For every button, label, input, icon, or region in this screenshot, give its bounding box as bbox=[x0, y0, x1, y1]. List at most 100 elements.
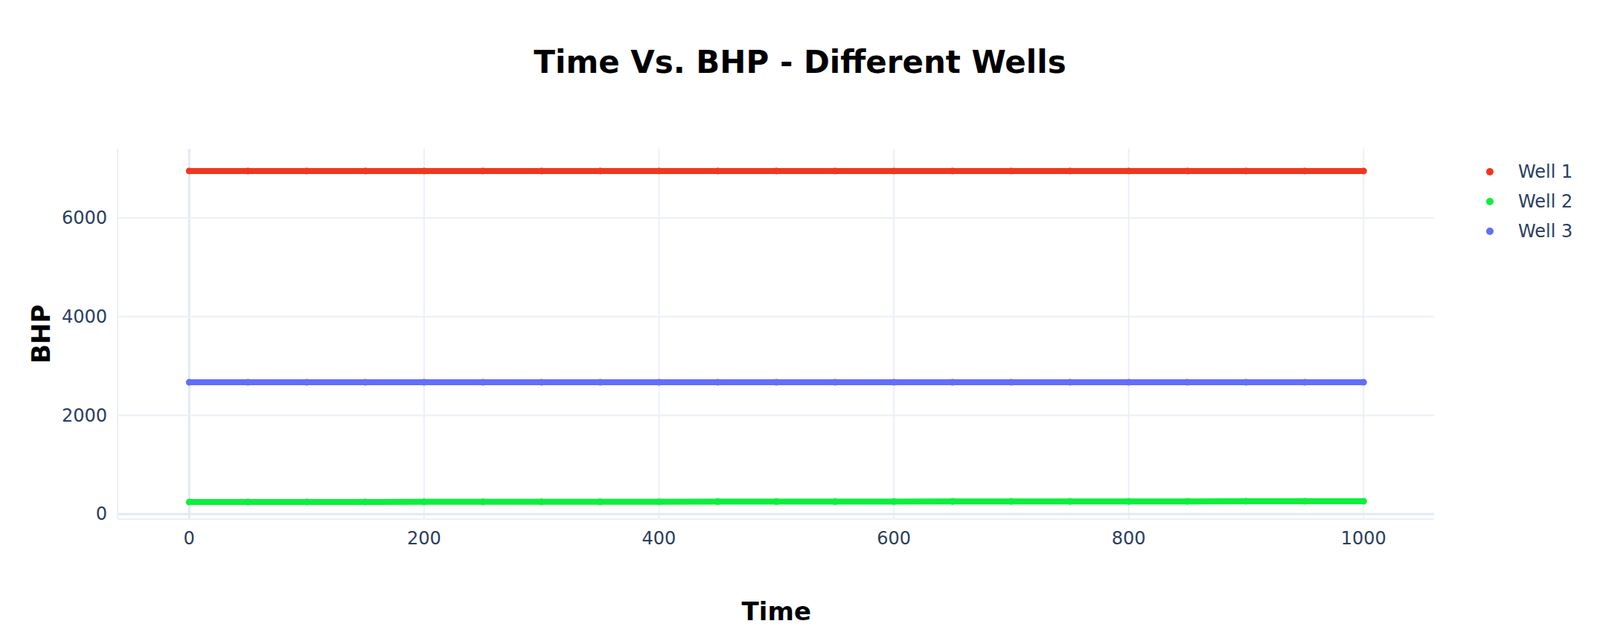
series-point bbox=[1242, 167, 1250, 175]
series-point bbox=[479, 498, 486, 506]
series-point bbox=[361, 498, 369, 506]
series-point bbox=[655, 498, 663, 506]
series-point bbox=[1242, 379, 1250, 387]
series-point bbox=[714, 498, 722, 506]
x-tick-label: 400 bbox=[642, 528, 677, 550]
series-point bbox=[244, 167, 252, 175]
series-point bbox=[832, 379, 839, 387]
grid bbox=[117, 148, 1435, 520]
series-point bbox=[1066, 498, 1074, 506]
series-point bbox=[832, 498, 839, 506]
series-point bbox=[538, 167, 545, 175]
x-axis-label: Time bbox=[741, 596, 812, 627]
series-point bbox=[1360, 167, 1368, 175]
series-point bbox=[948, 167, 956, 175]
series-point bbox=[596, 498, 604, 506]
series-point bbox=[655, 379, 663, 387]
series-point bbox=[890, 167, 898, 175]
x-tick-label: 0 bbox=[183, 528, 195, 550]
series-line bbox=[189, 379, 1364, 386]
series-point bbox=[186, 499, 193, 507]
series-point bbox=[420, 167, 428, 175]
y-tick-label: 4000 bbox=[61, 306, 108, 328]
legend-label: Well 3 bbox=[1518, 221, 1573, 242]
series-point bbox=[1007, 167, 1015, 175]
series-point bbox=[596, 167, 604, 175]
series-point bbox=[303, 379, 311, 387]
series-point bbox=[186, 167, 193, 175]
background bbox=[0, 0, 1600, 644]
series-point bbox=[479, 167, 486, 175]
series-point bbox=[538, 498, 545, 506]
series-point bbox=[596, 379, 604, 387]
chart-svg: 0 200 400 600 800 1000 0 2000 4000 6000 Time Vs. B… bbox=[0, 0, 1600, 644]
y-grid-line bbox=[117, 415, 1435, 417]
x-grid-line bbox=[1128, 148, 1130, 520]
series-point bbox=[773, 379, 780, 387]
x-axis-line bbox=[117, 518, 1435, 521]
series-point bbox=[773, 167, 780, 175]
series-point bbox=[1184, 167, 1191, 175]
legend-marker bbox=[1486, 227, 1494, 236]
series-point bbox=[1007, 379, 1015, 387]
series-point bbox=[303, 498, 311, 506]
y-grid-line bbox=[117, 217, 1435, 219]
series-point bbox=[1301, 498, 1309, 506]
series-point bbox=[244, 379, 252, 387]
series-point bbox=[1360, 497, 1368, 505]
series-point bbox=[832, 167, 839, 175]
series-point bbox=[948, 498, 956, 506]
series-point bbox=[1301, 167, 1309, 175]
series-point bbox=[361, 379, 369, 387]
data-group bbox=[186, 167, 1368, 506]
legend-label: Well 1 bbox=[1518, 161, 1573, 183]
legend: Well 1 Well 2 Well 3 bbox=[1486, 161, 1573, 242]
y-tick-label: 6000 bbox=[61, 207, 108, 229]
legend-marker bbox=[1486, 197, 1494, 206]
series-point bbox=[655, 167, 663, 175]
y-axis-line bbox=[116, 148, 119, 520]
y-tick-label: 0 bbox=[96, 503, 108, 525]
y-grid-line bbox=[117, 513, 1435, 516]
series-point bbox=[1301, 379, 1309, 387]
series-point bbox=[303, 167, 311, 175]
series-point bbox=[1066, 379, 1074, 387]
legend-label: Well 2 bbox=[1518, 191, 1573, 213]
y-tick-label: 2000 bbox=[61, 405, 108, 427]
y-grid-line bbox=[117, 316, 1435, 318]
series-point bbox=[1066, 167, 1074, 175]
series-point bbox=[1125, 498, 1132, 506]
series-point bbox=[244, 499, 252, 507]
series-point bbox=[890, 379, 898, 387]
x-grid-line bbox=[423, 148, 425, 520]
series-point bbox=[890, 498, 898, 506]
y-axis-label: BHP bbox=[26, 304, 56, 364]
series-point bbox=[1184, 379, 1191, 387]
series-point bbox=[1184, 498, 1191, 506]
x-grid-line bbox=[893, 148, 895, 520]
series-point bbox=[1360, 379, 1368, 387]
series-point bbox=[361, 167, 369, 175]
series-point bbox=[420, 379, 428, 387]
x-tick-label: 200 bbox=[407, 528, 442, 550]
series-point bbox=[1125, 167, 1132, 175]
series-point bbox=[773, 498, 780, 506]
series-point bbox=[1242, 498, 1250, 506]
x-grid-line bbox=[657, 148, 660, 520]
x-tick-label: 800 bbox=[1111, 528, 1147, 550]
x-tick-label: 1000 bbox=[1341, 528, 1387, 550]
series-point bbox=[1007, 498, 1015, 506]
series-point bbox=[948, 379, 956, 387]
series-point bbox=[479, 379, 486, 387]
series-point bbox=[714, 167, 722, 175]
x-grid-line bbox=[1362, 148, 1365, 520]
x-tick-label: 600 bbox=[876, 528, 911, 550]
series-point bbox=[186, 379, 193, 387]
series-point bbox=[714, 379, 722, 387]
chart-title: Time Vs. BHP - Different Wells bbox=[533, 43, 1066, 81]
series-point bbox=[420, 498, 428, 506]
legend-marker bbox=[1486, 168, 1494, 176]
series-line bbox=[189, 168, 1364, 175]
series-point bbox=[1125, 379, 1132, 387]
x-grid-line bbox=[188, 148, 191, 520]
